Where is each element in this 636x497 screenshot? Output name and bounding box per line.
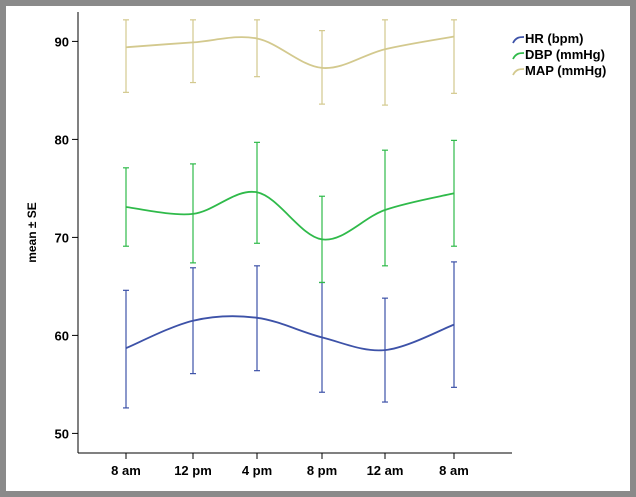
x-tick-label: 12 am xyxy=(367,463,404,478)
x-tick-label: 12 pm xyxy=(174,463,212,478)
legend-label: MAP (mmHg) xyxy=(525,63,606,78)
y-tick-label: 90 xyxy=(55,34,69,49)
y-tick-label: 50 xyxy=(55,426,69,441)
x-tick-label: 8 am xyxy=(111,463,141,478)
legend-label: HR (bpm) xyxy=(525,31,584,46)
series-1 xyxy=(123,139,457,284)
series-line xyxy=(125,35,455,69)
series-line xyxy=(125,315,455,352)
legend-swatch xyxy=(512,36,525,44)
series-line xyxy=(125,190,455,241)
x-tick-label: 8 am xyxy=(439,463,469,478)
series-0 xyxy=(123,261,457,409)
series-2 xyxy=(123,19,457,106)
y-tick-label: 70 xyxy=(55,230,69,245)
legend-label: DBP (mmHg) xyxy=(525,47,605,62)
y-tick-label: 60 xyxy=(55,328,69,343)
x-tick-label: 8 pm xyxy=(307,463,337,478)
chart-frame: 50 60 70 80 90 8 am 12 pm 4 pm 8 pm 12 am 8 am mean… xyxy=(6,6,630,491)
legend-swatch xyxy=(512,68,525,76)
y-axis-title: mean ± SE xyxy=(25,202,39,263)
y-tick-label: 80 xyxy=(55,132,69,147)
x-tick-label: 4 pm xyxy=(242,463,272,478)
line-chart: 50 60 70 80 90 8 am 12 pm 4 pm 8 pm 12 am 8 am mean… xyxy=(25,12,606,478)
legend-swatch xyxy=(512,52,525,60)
